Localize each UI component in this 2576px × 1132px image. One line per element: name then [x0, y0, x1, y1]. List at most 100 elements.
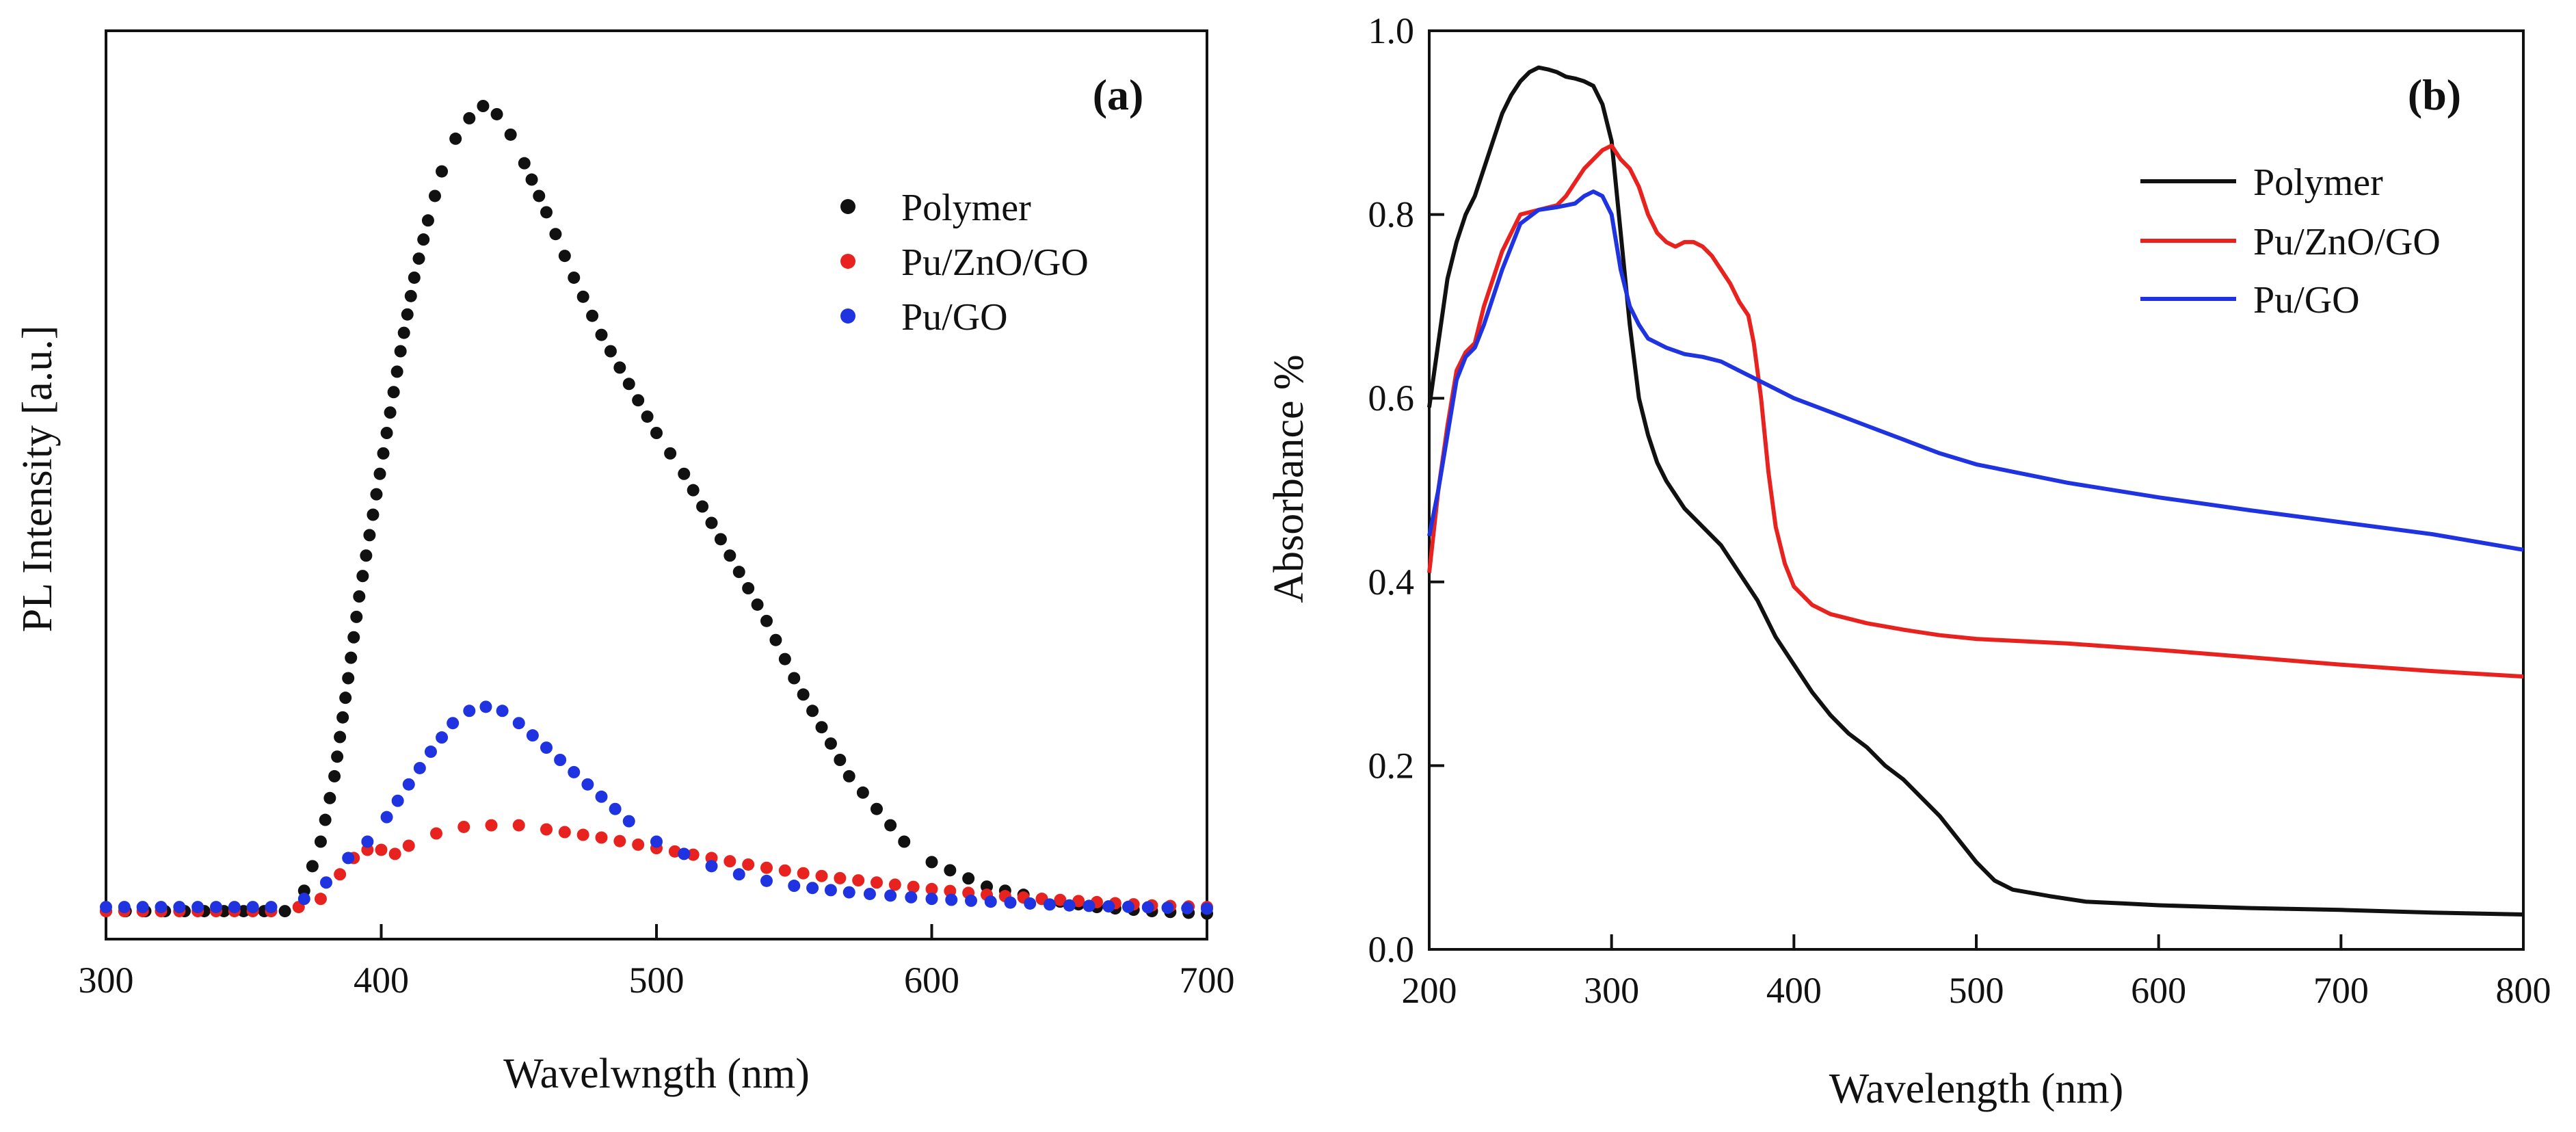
panel-a-point-polymer-interp [834, 754, 847, 766]
panel-a-point-pu-go-interp [436, 731, 449, 744]
panel-a-point-polymer-interp [613, 361, 626, 374]
panel-a-point-polymer-interp [350, 610, 363, 623]
panel-a-x-tick-label-600: 600 [904, 960, 959, 1001]
panel-a-point-pu-go-interp [1102, 900, 1115, 913]
panel-a-point-polymer-interp [334, 730, 347, 743]
panel-a-point-polymer-500 [650, 427, 663, 439]
panel-a-point-polymer-interp [401, 308, 414, 321]
panel-a-point-pu-go-388 [342, 852, 355, 865]
panel-a-point-pu-go-interp [191, 901, 204, 914]
panel-a-point-polymer-530 [732, 566, 745, 579]
panel-a-point-polymer-interp [778, 653, 791, 666]
panel-a-point-pu-zno-go-interp [834, 871, 847, 884]
panel-a-point-polymer-365 [278, 905, 291, 918]
panel-a-point-polymer-interp [723, 549, 736, 562]
panel-a-point-pu-go-interp [945, 893, 958, 906]
panel-a-point-pu-zno-go-560 [815, 869, 828, 882]
panel-a-point-pu-go-500 [650, 835, 663, 848]
panel-a-point-pu-go-interp [1181, 901, 1194, 914]
panel-a-point-pu-go-450 [512, 717, 525, 730]
panel-a-point-polymer-interp [944, 864, 957, 877]
panel-a-point-pu-go-410 [402, 778, 415, 791]
panel-a-point-pu-go-interp [609, 802, 622, 815]
panel-a-point-pu-zno-go-430 [457, 820, 470, 833]
panel-b-x-axis-title: Wavelength (nm) [1829, 1066, 2124, 1112]
panel-a-point-polymer-442 [490, 107, 503, 120]
panel-a-point-polymer-383 [328, 769, 341, 782]
panel-a-point-polymer-interp [714, 533, 727, 546]
panel-b-x-tick-label-700: 700 [2313, 970, 2369, 1011]
panel-a-point-pu-go-520 [705, 860, 718, 873]
panel-a-point-pu-go-interp [863, 887, 876, 900]
panel-a-point-polymer-interp [404, 289, 417, 302]
panel-a-point-pu-zno-go-interp [742, 858, 755, 871]
panel-a-point-polymer-interp [417, 233, 430, 246]
panel-a-point-polymer-600 [925, 856, 938, 869]
panel-a-point-polymer-407 [394, 345, 407, 358]
panel-a-point-pu-go-700 [1201, 902, 1213, 915]
panel-a-point-polymer-interp [360, 549, 373, 562]
panel-a-legend-marker-pu-zno-go [840, 254, 855, 269]
panel-a-point-polymer-392 [353, 590, 366, 603]
panel-b-x-tick-label-400: 400 [1766, 970, 1822, 1011]
panel-a-point-polymer-550 [788, 672, 801, 685]
panel-a-point-polymer-350 [237, 905, 250, 918]
panel-a-point-pu-zno-go-420 [430, 827, 442, 840]
panel-a-point-polymer-interp [525, 173, 538, 186]
panel-a-point-polymer-388 [342, 672, 355, 685]
panel-a-point-polymer-interp [558, 250, 571, 263]
panel-a-point-polymer-interp [377, 447, 390, 460]
panel-a-point-polymer-interp [641, 410, 654, 423]
panel-b-data-lines [1427, 65, 2524, 917]
panel-a-point-polymer-interp [586, 309, 599, 322]
panel-a-point-polymer-interp [323, 791, 336, 804]
panel-a-point-pu-go-interp [554, 754, 567, 766]
panel-a-legend-marker-polymer [840, 199, 855, 214]
panel-a-point-polymer-570 [842, 769, 855, 782]
panel-a-point-polymer-480 [595, 328, 608, 341]
panel-a-point-pu-go-402 [380, 811, 393, 824]
panel-a-point-pu-zno-go-400 [375, 843, 388, 856]
panel-b-y-axis-title: Absorbance % [1266, 354, 1312, 603]
panel-b-y-tick-label-0.2: 0.2 [1368, 745, 1415, 786]
panel-a-legend-label-pu-go: Pu/GO [901, 296, 1008, 339]
panel-a-point-pu-go-438 [479, 700, 492, 713]
panel-a-point-polymer-397 [367, 508, 380, 521]
panel-a-point-polymer-402 [380, 427, 393, 439]
panel-a-x-tick-label-400: 400 [354, 960, 409, 1001]
panel-b-absorbance: 200 300 400 500 600 700 8000.00.20.40.60.81.0 … [1266, 10, 2551, 1112]
panel-a-x-tick-label-700: 700 [1180, 960, 1235, 1001]
panel-b-y-tick-label-0.4: 0.4 [1368, 562, 1415, 603]
panel-a-point-pu-zno-go-580 [871, 876, 883, 889]
panel-a-point-polymer-422 [436, 165, 449, 178]
panel-a-series-polymer [100, 100, 1213, 920]
panel-a-x-tick-label-300: 300 [79, 960, 134, 1001]
panel-a-point-pu-go-interp [118, 901, 131, 914]
panel-a-point-polymer-interp [632, 394, 645, 407]
panel-a-point-polymer-427 [449, 132, 462, 145]
panel-a-point-polymer-interp [797, 688, 810, 701]
panel-a-point-polymer-interp [387, 386, 400, 399]
panel-a-point-pu-go-interp [173, 901, 186, 914]
panel-a-label: (a) [1093, 70, 1144, 119]
panel-a-legend-marker-pu-go [840, 308, 855, 324]
panel-a-point-pu-zno-go-interp [778, 864, 791, 877]
panel-a-point-pu-go-395 [361, 835, 374, 848]
panel-b-y-tick-label-1: 1.0 [1368, 10, 1415, 51]
panel-a-point-polymer-590 [898, 835, 911, 848]
panel-a-point-pu-go-418 [424, 746, 437, 759]
panel-a-point-pu-zno-go-interp [907, 880, 920, 893]
panel-a-point-pu-zno-go-interp [558, 826, 571, 839]
panel-a-point-pu-go-510 [678, 847, 691, 860]
panel-a-point-pu-zno-go-410 [402, 839, 415, 852]
panel-b-x-tick-label-200: 200 [1402, 970, 1457, 1011]
panel-a-point-polymer-520 [705, 516, 718, 529]
panel-b-series-polymer [1427, 65, 2524, 917]
panel-a-point-polymer-interp [664, 447, 677, 460]
panel-a-point-pu-go-interp [210, 901, 222, 914]
panel-a-point-polymer-interp [806, 705, 819, 718]
panel-a-point-polymer-432 [463, 111, 476, 124]
panel-a-point-pu-go-interp [965, 894, 977, 907]
panel-a-point-polymer-interp [373, 467, 386, 480]
